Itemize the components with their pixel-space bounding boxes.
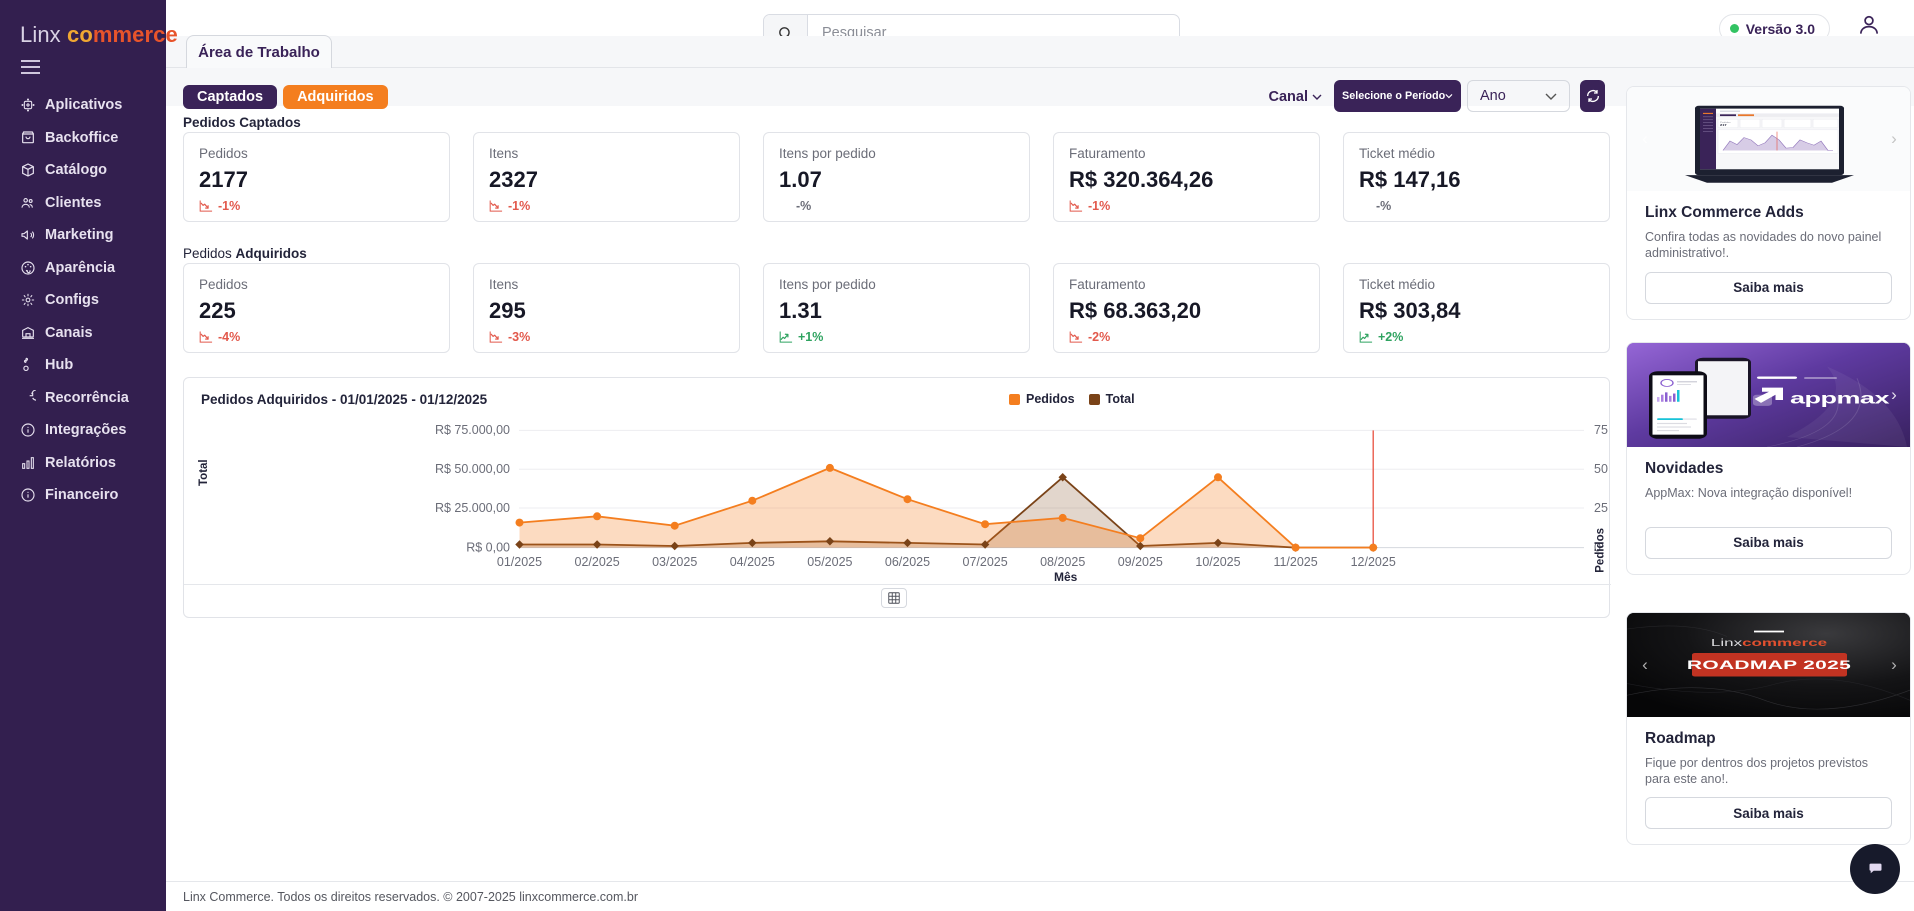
svg-text:12/2025: 12/2025 (1351, 555, 1396, 569)
svg-text:appmax: appmax (1790, 389, 1890, 407)
svg-text:06/2025: 06/2025 (885, 555, 930, 569)
svg-text:25: 25 (1594, 501, 1608, 515)
svg-text:09/2025: 09/2025 (1118, 555, 1163, 569)
svg-text:02/2025: 02/2025 (575, 555, 620, 569)
svg-text:11/2025: 11/2025 (1273, 555, 1317, 569)
svg-text:Linxcommerce: Linxcommerce (1711, 636, 1828, 647)
svg-text:217: 217 (1720, 124, 1727, 127)
svg-text:05/2025: 05/2025 (807, 555, 852, 569)
svg-text:R$ 50.000,00: R$ 50.000,00 (435, 462, 510, 476)
svg-text:01/2025: 01/2025 (497, 555, 542, 569)
svg-text:08/2025: 08/2025 (1040, 555, 1085, 569)
svg-text:ROADMAP 2025: ROADMAP 2025 (1687, 657, 1851, 671)
svg-text:04/2025: 04/2025 (730, 555, 775, 569)
svg-text:R$ 25.000,00: R$ 25.000,00 (435, 501, 510, 515)
svg-text:10/2025: 10/2025 (1195, 555, 1240, 569)
svg-text:R$ 75.000,00: R$ 75.000,00 (435, 423, 510, 437)
svg-text:03/2025: 03/2025 (652, 555, 697, 569)
svg-text:75: 75 (1594, 423, 1608, 437)
svg-text:50: 50 (1594, 462, 1608, 476)
svg-text:07/2025: 07/2025 (963, 555, 1008, 569)
svg-text:R$ 0,00: R$ 0,00 (466, 541, 510, 555)
